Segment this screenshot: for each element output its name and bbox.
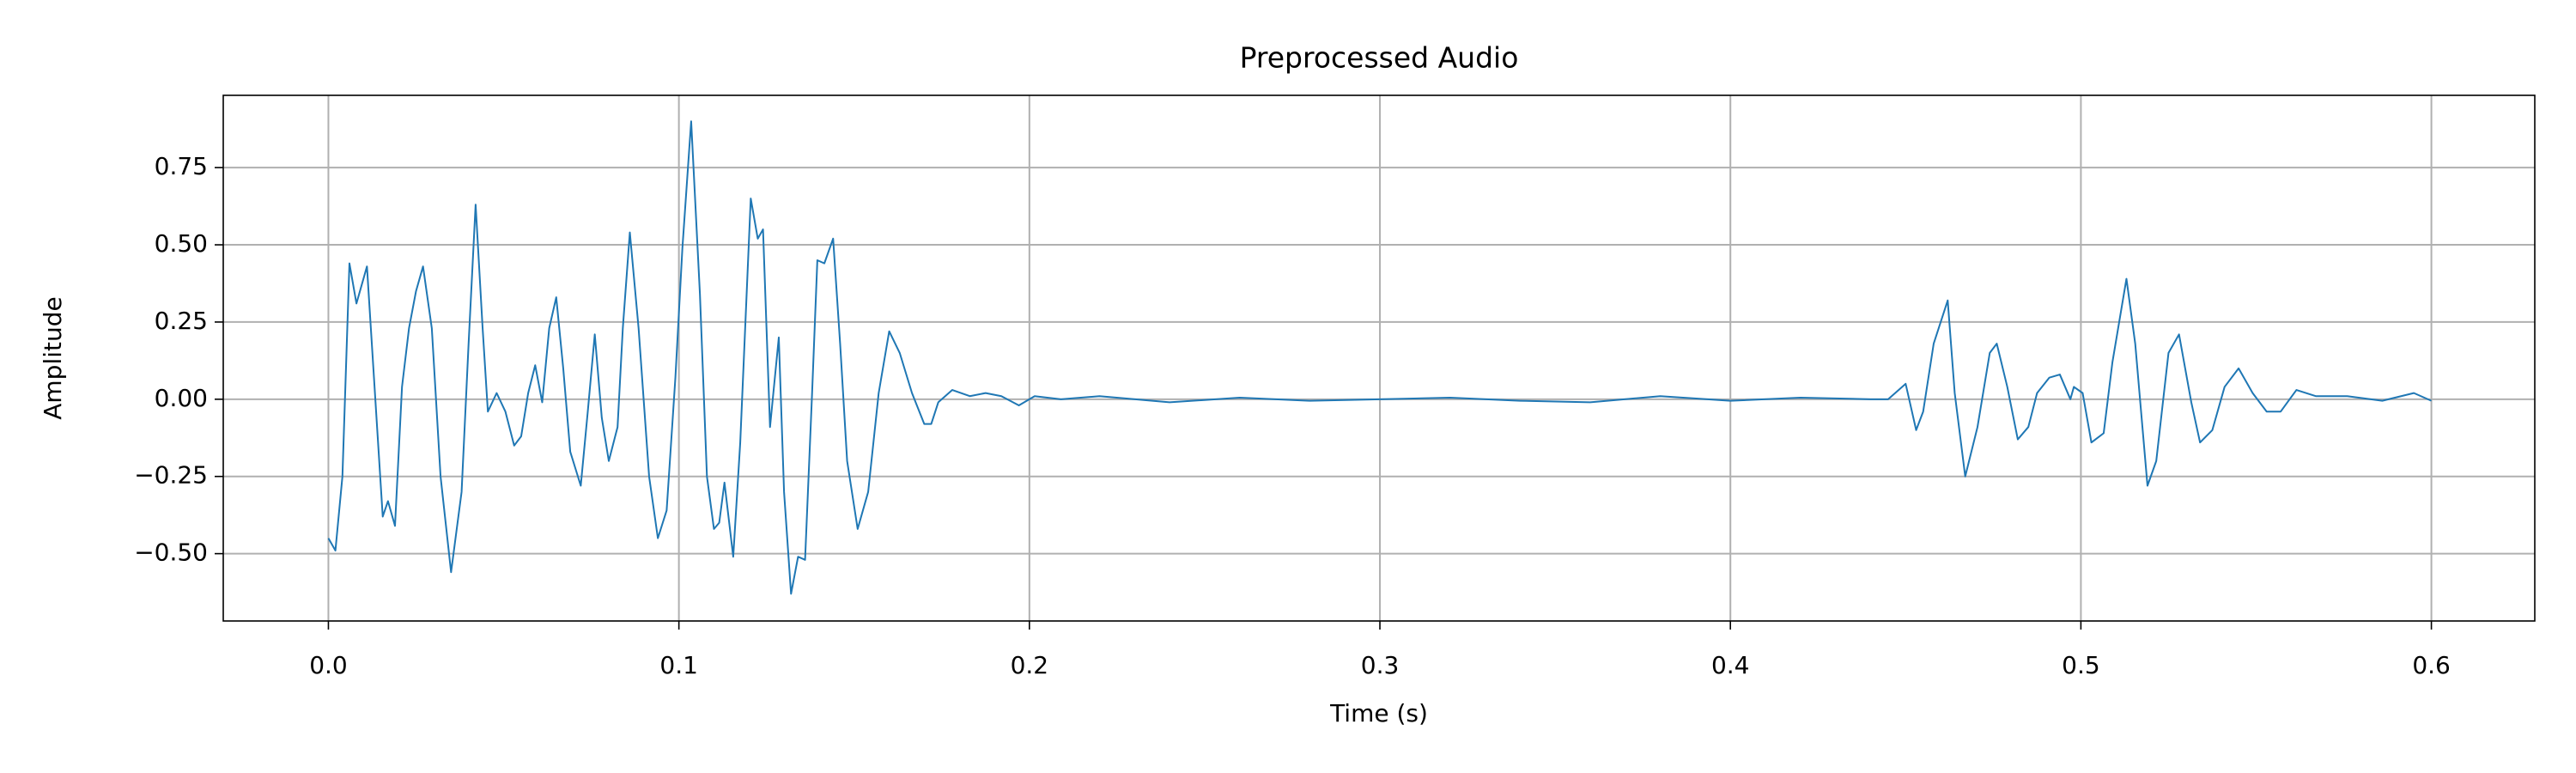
x-tick-label: 0.4 bbox=[1711, 651, 1750, 679]
y-tick-label: −0.50 bbox=[134, 539, 208, 567]
y-axis-label: Amplitude bbox=[39, 296, 67, 420]
waveform-line bbox=[327, 120, 2432, 595]
plot-frame bbox=[222, 94, 2536, 622]
x-tick-label: 0.5 bbox=[2062, 651, 2100, 679]
x-tick-label: 0.3 bbox=[1361, 651, 1400, 679]
x-tick-label: 0.6 bbox=[2412, 651, 2451, 679]
x-tick-label: 0.1 bbox=[659, 651, 698, 679]
y-tick-label: 0.75 bbox=[155, 152, 208, 180]
chart-title: Preprocessed Audio bbox=[1240, 41, 1519, 75]
y-tick-label: 0.50 bbox=[155, 229, 208, 258]
x-axis-label: Time (s) bbox=[1329, 699, 1428, 727]
y-tick-label: 0.00 bbox=[155, 384, 208, 412]
y-tick-label: −0.25 bbox=[134, 461, 208, 490]
x-tick-label: 0.2 bbox=[1011, 651, 1049, 679]
y-tick-label: 0.25 bbox=[155, 307, 208, 335]
x-tick-label: 0.0 bbox=[309, 651, 348, 679]
